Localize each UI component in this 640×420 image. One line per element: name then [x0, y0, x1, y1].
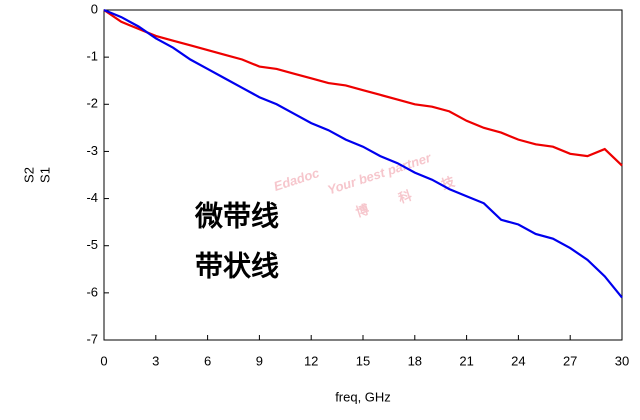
y-tick-label: -1 [86, 49, 98, 64]
legend-label: S2 [21, 167, 36, 183]
x-tick-label: 12 [304, 353, 318, 368]
watermark-text: Edadoc [272, 165, 322, 194]
series-line [103, 9, 623, 167]
y-tick-label: -6 [86, 284, 98, 299]
x-tick-label: 30 [615, 353, 629, 368]
x-tick-label: 15 [356, 353, 370, 368]
y-tick-label: -7 [86, 331, 98, 346]
x-tick-label: 21 [459, 353, 473, 368]
x-tick-label: 18 [408, 353, 422, 368]
x-axis-label: freq, GHz [335, 389, 391, 404]
y-tick-label: -4 [86, 190, 98, 205]
x-tick-label: 3 [152, 353, 159, 368]
y-tick-label: -5 [86, 237, 98, 252]
x-tick-label: 9 [256, 353, 263, 368]
annotation: 带状线 [195, 250, 279, 281]
x-tick-label: 27 [563, 353, 577, 368]
legend-label: S1 [37, 167, 52, 183]
y-tick-label: -3 [86, 143, 98, 158]
watermark-text: 科 [397, 188, 414, 206]
y-tick-label: 0 [91, 1, 98, 16]
series-line [103, 8, 623, 299]
y-tick-label: -2 [86, 96, 98, 111]
x-tick-label: 6 [204, 353, 211, 368]
annotation: 微带线 [194, 200, 279, 231]
watermark-text: 博 [354, 202, 371, 220]
x-tick-label: 24 [511, 353, 525, 368]
x-tick-label: 0 [100, 353, 107, 368]
